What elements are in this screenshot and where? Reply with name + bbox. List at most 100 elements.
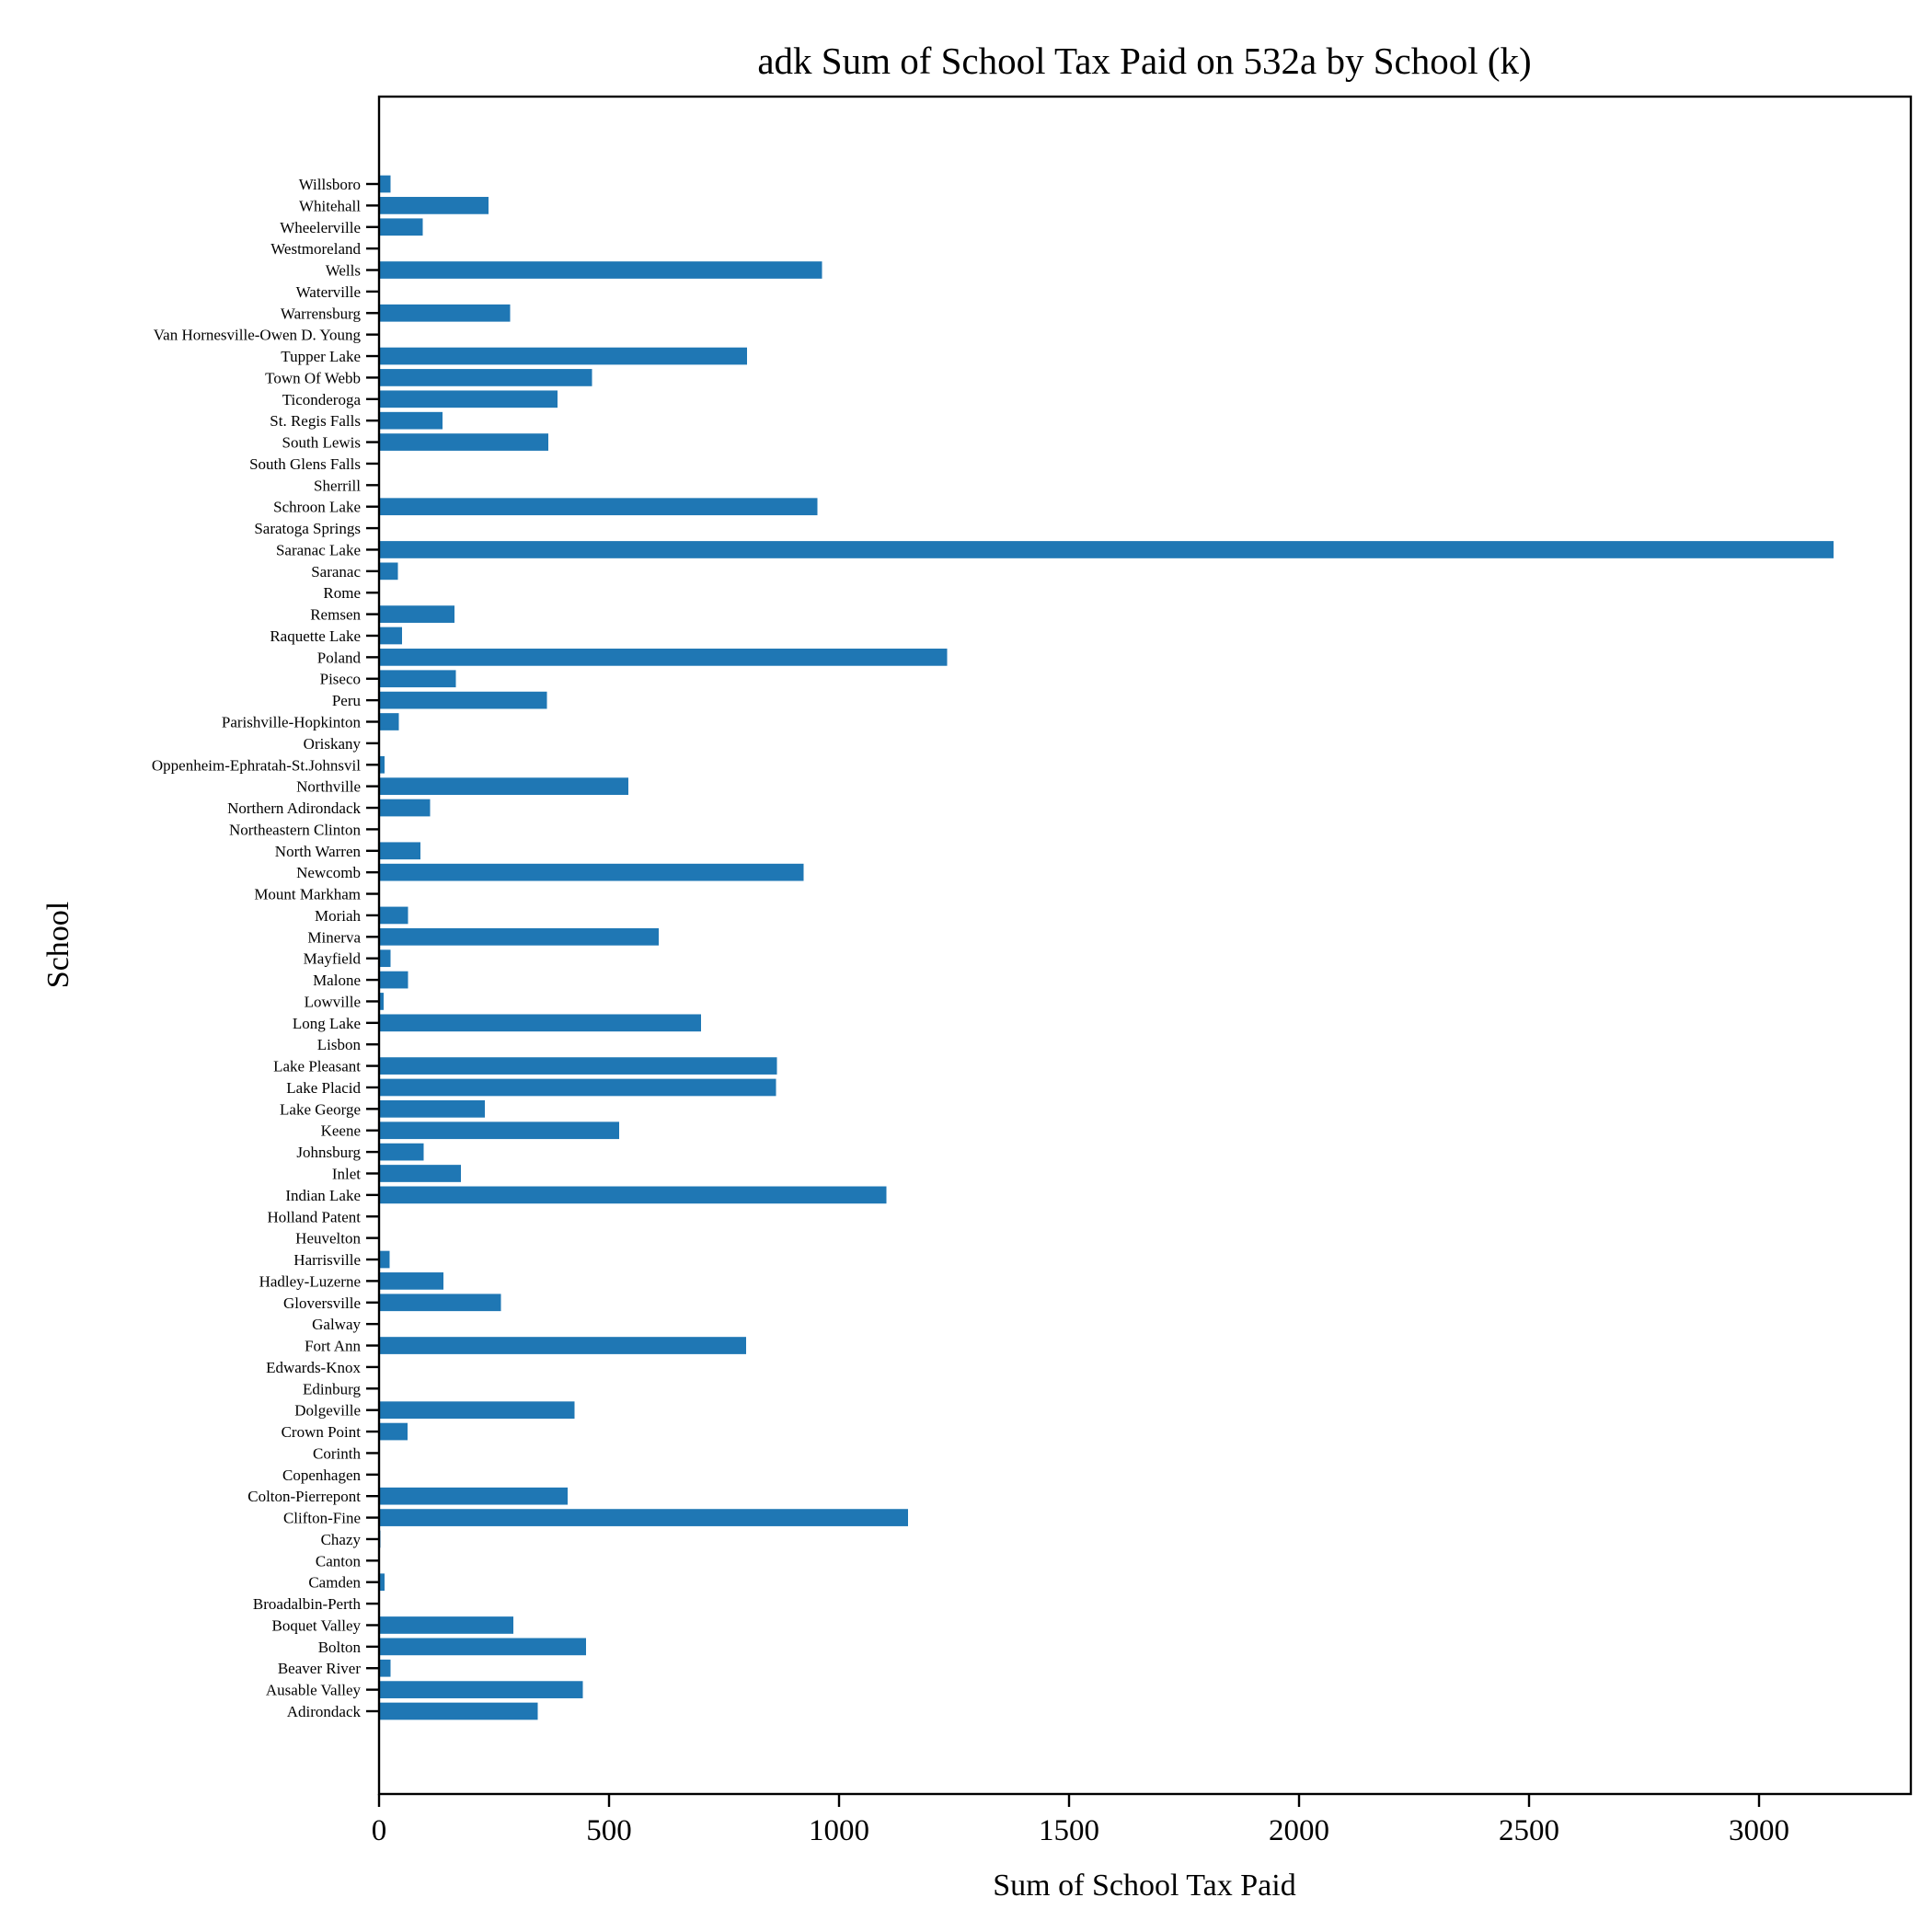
y-tick-label: Newcomb <box>296 864 361 881</box>
y-tick-label: Saratoga Springs <box>254 520 361 537</box>
y-tick-label: Wells <box>326 262 361 280</box>
y-tick-label: Boquet Valley <box>272 1616 362 1634</box>
y-tick-label: Remsen <box>310 606 361 624</box>
x-tick-label: 3000 <box>1729 1814 1789 1847</box>
y-tick-label: Lisbon <box>317 1036 362 1053</box>
bar <box>379 863 804 881</box>
y-tick-label: Clifton-Fine <box>283 1510 361 1527</box>
y-tick-label: Parishville-Hopkinton <box>222 714 362 731</box>
bar <box>379 799 431 817</box>
y-tick-label: Minerva <box>307 928 361 946</box>
y-tick-label: Westmoreland <box>270 240 361 258</box>
bar <box>379 175 391 193</box>
bar <box>379 842 420 860</box>
y-tick-label: Beaver River <box>278 1660 361 1677</box>
y-tick-label: Peru <box>332 692 362 709</box>
bar <box>379 1422 408 1441</box>
y-tick-label: Ticonderoga <box>282 391 362 408</box>
y-tick-label: Heuvelton <box>295 1230 361 1248</box>
bar <box>379 713 399 730</box>
y-tick-label: Willsboro <box>299 176 361 193</box>
x-tick-label: 500 <box>586 1814 632 1847</box>
y-tick-label: Lake Placid <box>286 1079 361 1097</box>
bar <box>379 369 592 386</box>
y-tick-label: Mount Markham <box>254 886 361 903</box>
y-tick-label: Saranac <box>311 563 361 581</box>
y-tick-label: Schroon Lake <box>273 499 361 516</box>
y-tick-label: South Lewis <box>282 434 361 452</box>
y-tick-label: Fort Ann <box>305 1338 361 1355</box>
bar <box>379 755 385 774</box>
bar <box>379 1250 390 1269</box>
y-tick-label: Holland Patent <box>267 1208 361 1225</box>
bar <box>379 218 423 236</box>
y-tick-label: Rome <box>323 584 361 602</box>
y-axis-label: School <box>41 902 75 988</box>
y-tick-label: Whitehall <box>299 197 361 214</box>
y-tick-label: Town Of Webb <box>265 369 361 386</box>
y-tick-label: Van Hornesville-Owen D. Young <box>154 327 362 344</box>
x-tick-label: 0 <box>372 1814 387 1847</box>
bar <box>379 627 402 645</box>
bar <box>379 562 398 581</box>
bar <box>379 1337 746 1354</box>
bar <box>379 971 408 989</box>
chart-title: adk Sum of School Tax Paid on 532a by Sc… <box>757 40 1531 82</box>
x-axis-label: Sum of School Tax Paid <box>993 1869 1295 1903</box>
y-tick-label: Moriah <box>315 907 362 925</box>
y-tick-label: Copenhagen <box>282 1466 361 1484</box>
bar <box>379 498 818 516</box>
y-tick-label: Bolton <box>318 1639 362 1656</box>
bar <box>379 1638 586 1656</box>
bar <box>379 927 659 946</box>
y-tick-label: Northville <box>296 778 361 796</box>
y-tick-label: Camden <box>308 1574 361 1592</box>
y-tick-label: Poland <box>317 649 362 666</box>
bar <box>379 390 558 408</box>
x-tick-label: 1000 <box>809 1814 869 1847</box>
bar <box>379 1143 424 1161</box>
x-tick-label: 1500 <box>1039 1814 1099 1847</box>
y-tick-label: Hadley-Luzerne <box>259 1272 361 1290</box>
y-tick-label: North Warren <box>275 843 362 860</box>
y-tick-label: Colton-Pierrepont <box>247 1488 361 1505</box>
bar <box>379 1272 443 1290</box>
bar <box>379 1509 908 1526</box>
x-axis: 0 500 1000 1500 2000 2500 3000 <box>372 1794 1789 1847</box>
bar <box>379 1014 701 1032</box>
bar <box>379 1100 485 1118</box>
bar <box>379 1616 513 1634</box>
bar <box>379 906 408 925</box>
bar <box>379 1573 385 1592</box>
y-tick-label: Oriskany <box>304 735 362 753</box>
y-tick-label: Harrisville <box>293 1251 361 1269</box>
bar <box>379 304 511 322</box>
y-tick-label: Gloversville <box>283 1294 361 1312</box>
bar <box>379 649 948 666</box>
y-tick-label: Piseco <box>320 671 361 688</box>
y-tick-label: Warrensburg <box>281 305 362 322</box>
bar <box>379 433 548 451</box>
y-tick-label: Waterville <box>296 283 361 301</box>
bar <box>379 1121 619 1140</box>
y-tick-label: Dolgeville <box>294 1402 361 1420</box>
y-tick-label: Saranac Lake <box>276 541 361 558</box>
y-tick-label: Edinburg <box>303 1380 361 1397</box>
y-tick-label: Northeastern Clinton <box>229 821 362 838</box>
y-tick-label: Ausable Valley <box>266 1682 362 1699</box>
y-tick-label: Lake George <box>280 1100 361 1118</box>
bar <box>379 1294 501 1312</box>
bar <box>379 670 456 688</box>
y-tick-label: Galway <box>312 1316 361 1333</box>
y-tick-label: Long Lake <box>293 1015 361 1032</box>
bar <box>379 993 384 1010</box>
bar <box>379 1659 391 1677</box>
y-tick-label: Chazy <box>321 1531 362 1548</box>
y-tick-label: Edwards-Knox <box>266 1359 361 1376</box>
y-tick-label: Raquette Lake <box>270 627 361 645</box>
bar <box>379 347 747 365</box>
bar <box>379 1681 583 1698</box>
y-tick-label: Tupper Lake <box>281 348 361 365</box>
